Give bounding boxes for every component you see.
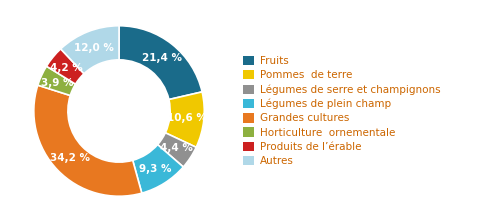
Wedge shape <box>47 49 84 84</box>
Text: 34,2 %: 34,2 % <box>50 153 90 163</box>
Wedge shape <box>38 66 75 95</box>
Wedge shape <box>133 145 184 193</box>
Wedge shape <box>34 85 142 196</box>
Text: 12,0 %: 12,0 % <box>74 43 114 53</box>
Legend: Fruits, Pommes  de terre, Légumes de serre et champignons, Légumes de plein cham: Fruits, Pommes de terre, Légumes de serr… <box>243 56 440 166</box>
Text: 21,4 %: 21,4 % <box>141 53 182 63</box>
Wedge shape <box>119 26 202 99</box>
Wedge shape <box>165 92 204 147</box>
Wedge shape <box>61 26 119 74</box>
Wedge shape <box>158 133 196 167</box>
Text: 3,9 %: 3,9 % <box>41 77 73 87</box>
Text: 10,6 %: 10,6 % <box>167 113 207 123</box>
Text: 4,2 %: 4,2 % <box>50 63 83 73</box>
Text: 4,4 %: 4,4 % <box>160 143 192 153</box>
Text: 9,3 %: 9,3 % <box>139 164 172 174</box>
